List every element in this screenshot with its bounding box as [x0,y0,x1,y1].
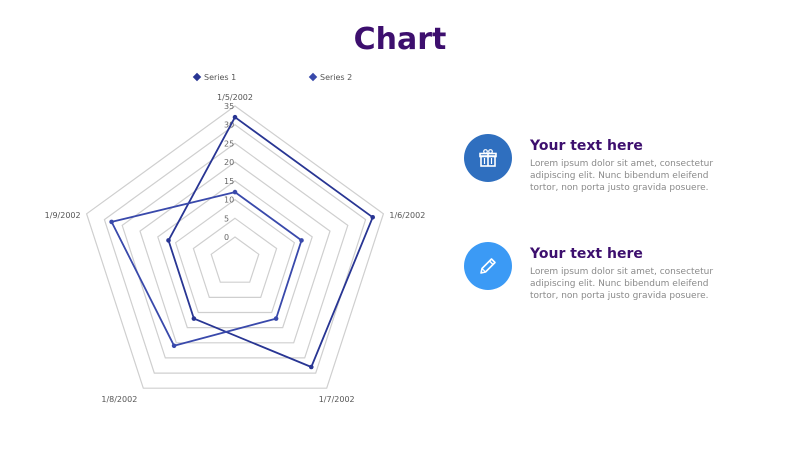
info-item-1-circle [464,134,512,182]
grid-ring-5 [121,142,349,359]
legend-series-1-label: Series 1 [204,73,237,82]
info-item-1-title: Your text here [530,138,643,154]
grid-ring-2 [174,198,296,314]
series-1-point-4 [166,238,171,243]
page-title: Chart [353,22,447,57]
info-item-1-body: Lorem ipsum dolor sit amet, consectetur … [530,159,714,193]
category-label-3: 1/8/2002 [101,395,137,404]
grid-ring-3 [157,180,313,329]
series-2-line [110,191,303,347]
grid-ring-4 [139,161,331,344]
tick-label-1: 5 [224,214,229,223]
series-2-point-3 [171,343,177,349]
tick-label-2: 10 [224,196,234,205]
grid-ring-6 [103,123,367,374]
series-2-point-0 [232,189,238,195]
series-2-point-2 [273,316,279,321]
series-1-point-0 [232,114,238,120]
grid-ring-0 [210,236,260,283]
series-2-point-1 [299,238,304,243]
category-label-2: 1/7/2002 [319,395,355,404]
tick-label-6: 30 [224,121,234,130]
tick-label-0: 0 [224,233,229,242]
series-1-point-3 [191,316,197,321]
tick-label-3: 15 [224,177,234,186]
gift-icon [479,149,497,167]
legend-series-1: Series 1 [192,72,237,82]
series-1-point-2 [309,364,314,370]
legend-series-2: Series 2 [308,72,353,82]
category-label-0: 1/5/2002 [217,93,253,102]
info-item-2-body: Lorem ipsum dolor sit amet, consectetur … [530,267,714,301]
category-label-4: 1/9/2002 [45,211,81,220]
tick-label-5: 25 [224,139,234,148]
tick-label-4: 20 [224,158,234,167]
tick-label-7: 35 [224,102,234,111]
grid-ring-7 [85,105,385,389]
series-1-line [167,116,374,368]
info-item-2-title: Your text here [530,246,643,262]
legend-series-2-label: Series 2 [320,73,353,82]
grid-ring-1 [192,217,278,298]
info-item-2-circle [464,242,512,290]
series-1-point-1 [370,215,376,220]
category-label-1: 1/6/2002 [389,211,425,220]
series-2-point-4 [109,219,114,225]
pencil-icon [480,258,496,274]
